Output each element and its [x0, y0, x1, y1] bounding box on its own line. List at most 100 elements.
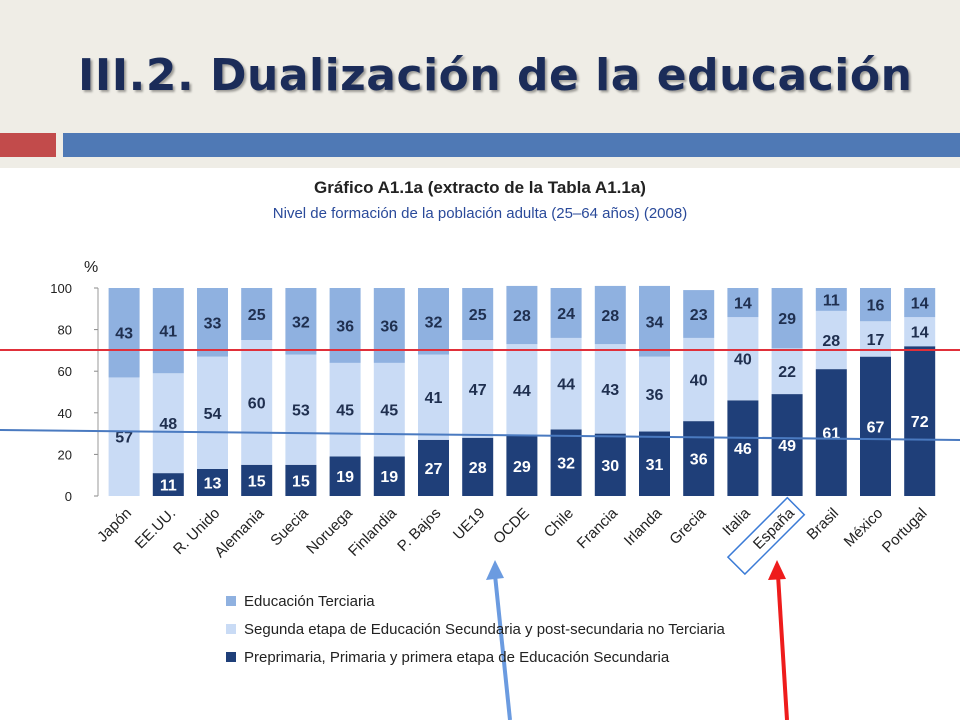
data-label: 44	[557, 377, 575, 394]
x-tick-label: OCDE	[490, 505, 533, 548]
data-label: 47	[469, 382, 487, 399]
bar-segment	[683, 290, 715, 338]
x-tick-label: Portugal	[879, 505, 931, 557]
data-label: 32	[292, 314, 310, 331]
data-label: 67	[867, 419, 885, 436]
blue-arrow	[493, 574, 512, 720]
red-arrow-head	[768, 560, 786, 580]
data-label: 28	[822, 333, 840, 350]
data-label: 11	[823, 292, 840, 309]
data-label: 27	[425, 461, 443, 478]
data-label: 17	[867, 332, 885, 349]
data-label: 25	[248, 307, 266, 324]
data-label: 25	[469, 307, 487, 324]
bar-segment	[241, 464, 273, 496]
bar-segment	[285, 288, 317, 355]
x-tick-label: P. Bajos	[394, 505, 444, 555]
bar-segment	[418, 439, 449, 496]
bar-segment	[594, 433, 626, 496]
bar-segment	[550, 429, 582, 496]
bar-segment	[462, 437, 494, 496]
data-label: 14	[734, 296, 752, 313]
y-tick-label: 20	[58, 447, 72, 462]
highlight-box-espana	[726, 496, 806, 576]
bar-segment	[197, 356, 228, 469]
bar-segment	[506, 285, 538, 345]
bar-segment	[506, 344, 538, 436]
bar-segment	[594, 285, 626, 345]
data-label: 15	[248, 473, 266, 490]
data-label: 43	[115, 326, 133, 343]
data-label: 13	[204, 475, 222, 492]
data-label: 46	[734, 441, 752, 458]
data-label: 19	[336, 469, 354, 486]
bar-segment	[329, 362, 361, 457]
chart-title: Gráfico A1.1a (extracto de la Tabla A1.1…	[314, 178, 646, 197]
data-label: 29	[513, 459, 531, 476]
bar-segment	[152, 473, 184, 496]
bar-segment	[197, 468, 228, 496]
bar-segment	[329, 456, 361, 496]
bar-segment	[815, 288, 847, 311]
data-label: 61	[822, 426, 840, 443]
bar-segment	[594, 344, 626, 434]
bar-segment	[683, 337, 715, 422]
chart-subtitle: Nivel de formación de la población adult…	[272, 205, 688, 222]
x-tick-label: Alemania	[211, 504, 268, 561]
bar-segment	[506, 435, 538, 496]
data-label: 33	[204, 315, 222, 332]
bar-segment	[285, 354, 317, 465]
y-tick-label: 60	[58, 364, 72, 379]
x-tick-label: Finlandia	[345, 504, 401, 560]
data-label: 22	[778, 364, 796, 381]
x-tick-label: Francia	[574, 504, 622, 552]
bar-segment	[639, 356, 670, 432]
bar-segment	[860, 356, 891, 496]
bar-segment	[373, 362, 405, 457]
data-label: 36	[646, 387, 664, 404]
x-tick-label: Brasil	[804, 505, 843, 544]
data-label: 54	[204, 406, 222, 423]
data-label: 34	[646, 314, 664, 331]
data-label: 11	[160, 478, 177, 495]
data-label: 28	[469, 460, 487, 477]
bar-segment	[285, 464, 317, 496]
y-tick-label: 40	[58, 406, 72, 421]
y-tick-label: 80	[58, 323, 72, 338]
bar-segment	[462, 288, 494, 340]
data-label: 57	[115, 430, 133, 447]
bar-segment	[815, 310, 847, 370]
data-label: 15	[292, 473, 310, 490]
data-label: 45	[336, 403, 354, 420]
data-label: 36	[690, 452, 708, 469]
data-label: 19	[380, 469, 398, 486]
data-label: 14	[911, 296, 929, 313]
data-label: 29	[778, 311, 796, 328]
y-tick-label: 0	[65, 489, 72, 504]
bar-segment	[771, 348, 803, 395]
y-tick-label: 100	[50, 281, 72, 296]
data-label: 36	[336, 318, 354, 335]
bar-segment	[815, 369, 847, 496]
data-label: 36	[380, 318, 398, 335]
legend-label: Segunda etapa de Educación Secundaria y …	[244, 621, 726, 638]
data-label: 23	[690, 307, 708, 324]
legend-swatch	[226, 624, 236, 634]
data-label: 14	[911, 325, 929, 342]
data-label: 28	[601, 308, 619, 325]
bar-segment	[904, 317, 936, 347]
x-tick-label: Japón	[94, 505, 135, 546]
bar-segment	[904, 346, 936, 496]
data-label: 30	[601, 458, 619, 475]
bar-segment	[771, 288, 803, 349]
data-label: 60	[248, 395, 266, 412]
legend-swatch	[226, 596, 236, 606]
slide-title: III.2. Dualización de la educación	[78, 50, 913, 101]
data-label: 44	[513, 383, 531, 400]
data-label: 49	[778, 438, 796, 455]
legend-label: Educación Terciaria	[244, 593, 375, 610]
data-label: 32	[557, 456, 575, 473]
x-tick-label: UE19	[450, 505, 489, 544]
accent-bar-blue	[63, 133, 960, 157]
